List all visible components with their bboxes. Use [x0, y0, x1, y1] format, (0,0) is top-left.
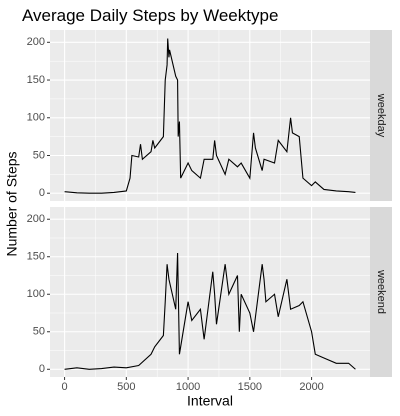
y-tick-label: 150: [27, 251, 45, 263]
strip-label: weekend: [375, 269, 387, 314]
strip-background: [370, 30, 392, 201]
x-tick-label: 1500: [238, 381, 262, 393]
panel-background: [50, 30, 370, 201]
strip-label: weekday: [375, 93, 387, 138]
y-tick-label: 50: [33, 149, 45, 161]
chart-title: Average Daily Steps by Weektype: [22, 6, 278, 25]
y-tick-label: 100: [27, 288, 45, 300]
y-tick-label: 0: [39, 187, 45, 199]
y-tick-label: 200: [27, 213, 45, 225]
line: [64, 38, 356, 194]
x-tick-label: 1000: [176, 381, 200, 393]
x-tick-label: 0: [62, 381, 68, 393]
line: [64, 252, 356, 370]
x-axis-title: Interval: [187, 393, 233, 409]
y-axis-title: Number of Steps: [4, 151, 20, 256]
y-tick-label: 150: [27, 74, 45, 86]
y-tick-label: 0: [39, 363, 45, 375]
strip-background: [370, 207, 392, 377]
x-tick-label: 500: [117, 381, 135, 393]
x-tick-label: 2000: [299, 381, 323, 393]
y-tick-label: 200: [27, 36, 45, 48]
y-tick-label: 100: [27, 112, 45, 124]
y-tick-label: 50: [33, 326, 45, 338]
